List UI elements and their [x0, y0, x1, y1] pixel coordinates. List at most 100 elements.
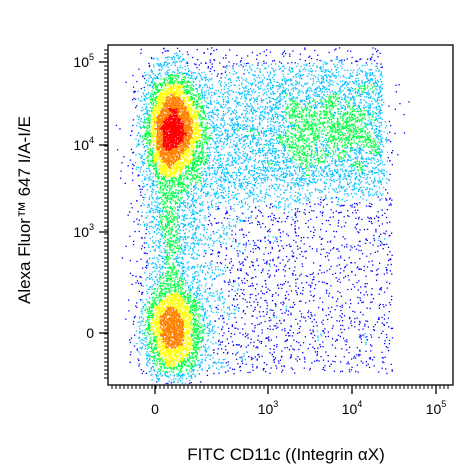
- event-dot: [182, 108, 184, 110]
- event-dot: [168, 170, 170, 172]
- event-dot: [189, 135, 191, 137]
- event-dot: [161, 111, 163, 113]
- event-dot: [188, 129, 190, 131]
- event-dot: [152, 114, 154, 116]
- event-dot: [153, 161, 156, 163]
- event-dot: [165, 215, 168, 217]
- event-dot: [173, 87, 175, 89]
- event-dot: [168, 69, 171, 71]
- event-dot: [162, 109, 164, 111]
- event-dot: [177, 111, 179, 114]
- event-dot: [176, 113, 178, 116]
- event-dot: [151, 100, 154, 102]
- event-dot: [182, 103, 184, 105]
- event-dot: [136, 115, 139, 117]
- event-dot: [187, 97, 190, 99]
- event-dot: [185, 160, 188, 162]
- event-dot: [186, 119, 189, 121]
- event-dot: [158, 121, 160, 123]
- event-dot: [140, 322, 142, 324]
- event-dot: [200, 172, 202, 174]
- event-dot: [166, 113, 169, 115]
- event-dot: [173, 108, 175, 110]
- event-dot: [177, 75, 180, 77]
- event-dot: [167, 382, 169, 385]
- event-dot: [176, 116, 178, 119]
- event-dot: [185, 68, 187, 71]
- event-dot: [145, 94, 147, 96]
- event-dot: [158, 102, 160, 104]
- event-dot: [186, 175, 188, 177]
- event-dot: [189, 87, 192, 89]
- event-dot: [142, 370, 145, 372]
- event-dot: [185, 128, 188, 130]
- event-dot: [188, 135, 190, 137]
- event-dot: [168, 99, 170, 101]
- event-dot: [174, 146, 176, 149]
- event-dot: [189, 113, 191, 116]
- event-dot: [159, 102, 161, 105]
- event-dot: [172, 141, 174, 143]
- event-dot: [183, 180, 185, 182]
- event-dot: [147, 122, 149, 124]
- event-dot: [173, 362, 175, 364]
- event-dot: [177, 119, 180, 121]
- event-dot: [200, 116, 202, 118]
- event-dot: [154, 110, 156, 112]
- event-dot: [173, 84, 175, 86]
- event-dot: [162, 92, 164, 94]
- event-dot: [167, 156, 169, 158]
- event-dot: [173, 96, 175, 99]
- event-dot: [179, 108, 181, 110]
- event-dot: [151, 93, 154, 95]
- event-dot: [178, 111, 180, 114]
- event-dot: [179, 94, 181, 96]
- event-dot: [181, 117, 183, 119]
- event-dot: [183, 104, 186, 106]
- event-dot: [159, 129, 162, 131]
- event-dot: [163, 103, 165, 106]
- event-dot: [135, 106, 137, 109]
- event-dot: [200, 107, 202, 109]
- event-dot: [174, 152, 177, 154]
- event-dot: [187, 111, 189, 113]
- event-dot: [157, 64, 159, 66]
- event-dot: [191, 123, 193, 125]
- event-dot: [149, 122, 151, 124]
- event-dot: [186, 92, 188, 94]
- event-dot: [165, 106, 168, 108]
- event-dot: [203, 96, 205, 99]
- event-dot: [176, 55, 178, 57]
- event-dot: [170, 88, 172, 90]
- event-dot: [198, 117, 200, 119]
- event-dot: [145, 341, 147, 343]
- event-dot: [179, 148, 181, 150]
- event-dot: [166, 126, 168, 128]
- event-dot: [168, 154, 170, 156]
- event-dot: [196, 104, 199, 106]
- event-dot: [170, 149, 172, 151]
- event-dot: [196, 76, 198, 78]
- event-dot: [180, 114, 182, 117]
- event-dot: [168, 84, 170, 86]
- event-dot: [149, 178, 151, 180]
- event-dot: [146, 351, 148, 353]
- event-dot: [201, 108, 203, 110]
- event-dot: [154, 123, 156, 125]
- event-dot: [188, 91, 190, 93]
- event-dot: [155, 137, 157, 139]
- event-dot: [166, 107, 168, 109]
- event-dot: [188, 90, 190, 92]
- event-dot: [148, 155, 150, 158]
- event-dot: [177, 158, 179, 160]
- event-dot: [152, 85, 154, 87]
- event-dot: [174, 167, 176, 169]
- event-dot: [165, 108, 167, 110]
- event-dot: [167, 108, 169, 110]
- event-dot: [168, 96, 170, 98]
- event-dot: [149, 106, 152, 109]
- event-dot: [167, 102, 169, 104]
- event-dot: [178, 86, 180, 88]
- event-dot: [191, 133, 193, 135]
- event-dot: [192, 150, 194, 152]
